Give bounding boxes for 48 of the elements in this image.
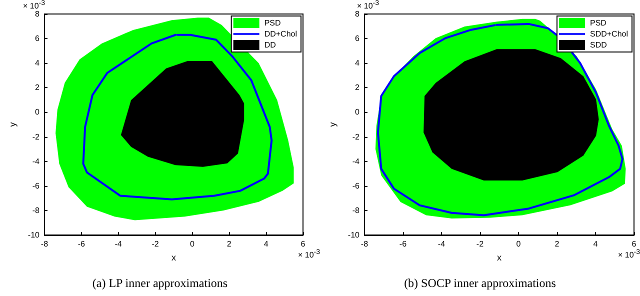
legend-label: PSD: [590, 18, 607, 28]
text: (a) LP inner approximations: [92, 276, 228, 290]
y-tick-label: 6: [355, 34, 360, 44]
legend-label: SDD+Chol: [590, 30, 628, 38]
y-tick-label: 2: [35, 83, 40, 92]
x-tick-label: -8: [40, 240, 49, 248]
x-tick-label: 4: [264, 240, 269, 248]
x-tick-label: -4: [438, 240, 446, 248]
x-tick-label: -6: [78, 240, 86, 248]
x-tick-label: -6: [399, 240, 408, 248]
y-tick-label: 0: [355, 108, 360, 117]
y-tick-label: 0: [35, 108, 40, 117]
y-tick-label: -6: [32, 181, 40, 190]
x-tick-label: 0: [516, 240, 522, 248]
y-tick-label: 4: [35, 58, 40, 68]
y-tick-label: -6: [352, 181, 360, 190]
legend-label: SDD: [590, 40, 608, 50]
x-tick-label: 6: [300, 240, 306, 248]
x-tick-label: 2: [554, 240, 560, 248]
text: (b) SOCP inner approximations: [404, 276, 556, 290]
y-tick-label: -10: [348, 230, 360, 240]
legend-label: DD+Chol: [264, 30, 298, 38]
y-tick-label: -4: [352, 156, 360, 166]
x-tick-label: -2: [476, 240, 484, 248]
x-axis-title: x: [496, 252, 502, 262]
y-tick-label: -10: [28, 230, 40, 240]
y-tick-label: -8: [32, 206, 40, 215]
y-axis-title: y: [328, 122, 338, 127]
y-tick-label: -8: [352, 206, 360, 215]
y-tick-label: 2: [355, 83, 360, 92]
x-tick-label: 6: [632, 240, 637, 248]
x-tick-label: -8: [360, 240, 369, 248]
y-tick-label: 8: [35, 10, 40, 18]
y-axis-title: y: [8, 122, 18, 127]
y-tick-label: -4: [32, 156, 40, 166]
y-tick-label: 8: [355, 10, 360, 18]
y-tick-label: -2: [352, 132, 360, 142]
x-tick-label: 2: [226, 240, 232, 248]
x-tick-label: -2: [152, 240, 160, 248]
y-tick-label: 4: [355, 58, 360, 68]
y-tick-label: -2: [32, 132, 40, 142]
x-tick-label: 4: [593, 240, 598, 248]
x-axis-title: x: [171, 252, 176, 262]
y-tick-label: 6: [35, 34, 40, 44]
legend-label: DD: [264, 40, 276, 50]
x-tick-label: -4: [114, 240, 122, 248]
x-tick-label: 0: [190, 240, 195, 248]
legend-label: PSD: [264, 18, 281, 28]
